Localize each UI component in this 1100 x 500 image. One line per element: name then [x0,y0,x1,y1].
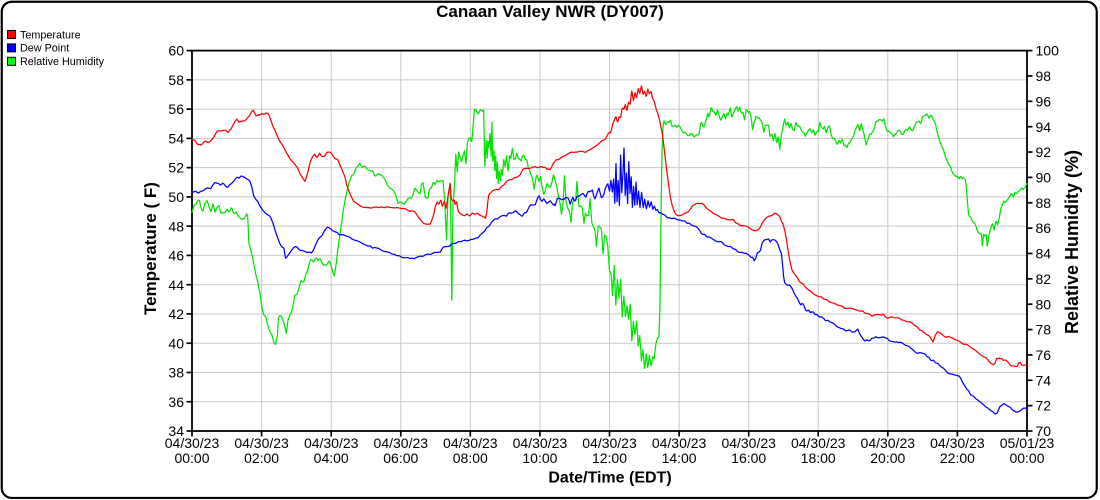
svg-text:04/30/23: 04/30/23 [791,435,846,451]
svg-text:84: 84 [1036,246,1052,262]
svg-text:05/01/23: 05/01/23 [1000,435,1055,451]
svg-text:14:00: 14:00 [662,450,697,466]
svg-text:Canaan Valley NWR (DY007): Canaan Valley NWR (DY007) [436,2,664,21]
svg-text:90: 90 [1036,170,1052,186]
svg-text:52: 52 [168,160,184,176]
svg-text:00:00: 00:00 [1009,450,1044,466]
svg-text:Relative Humidity (%): Relative Humidity (%) [1062,150,1082,334]
svg-text:12:00: 12:00 [592,450,627,466]
svg-text:08:00: 08:00 [453,450,488,466]
svg-text:46: 46 [168,248,184,264]
svg-text:06:00: 06:00 [383,450,418,466]
svg-text:04/30/23: 04/30/23 [234,435,289,451]
svg-text:72: 72 [1036,398,1052,414]
svg-text:78: 78 [1036,322,1052,338]
svg-text:100: 100 [1036,43,1060,59]
svg-text:88: 88 [1036,195,1052,211]
svg-text:94: 94 [1036,119,1052,135]
svg-text:92: 92 [1036,144,1052,160]
svg-text:48: 48 [168,218,184,234]
svg-text:74: 74 [1036,372,1052,388]
svg-text:04/30/23: 04/30/23 [930,435,985,451]
svg-text:04/30/23: 04/30/23 [374,435,429,451]
svg-text:04/30/23: 04/30/23 [861,435,916,451]
svg-text:58: 58 [168,72,184,88]
svg-text:96: 96 [1036,93,1052,109]
svg-text:54: 54 [168,131,184,147]
svg-text:Date/Time (EDT): Date/Time (EDT) [548,470,671,487]
svg-text:42: 42 [168,306,184,322]
svg-text:76: 76 [1036,347,1052,363]
svg-text:60: 60 [168,43,184,59]
svg-text:80: 80 [1036,296,1052,312]
svg-text:86: 86 [1036,220,1052,236]
svg-text:Relative Humidity: Relative Humidity [20,56,105,68]
svg-text:22:00: 22:00 [940,450,975,466]
svg-text:04/30/23: 04/30/23 [443,435,498,451]
svg-text:70: 70 [1036,423,1052,439]
svg-text:04/30/23: 04/30/23 [582,435,637,451]
svg-text:34: 34 [168,423,184,439]
svg-text:Temperature: Temperature [20,29,81,41]
svg-text:Dew Point: Dew Point [20,43,69,55]
svg-text:04/30/23: 04/30/23 [721,435,776,451]
svg-text:02:00: 02:00 [244,450,279,466]
svg-text:36: 36 [168,394,184,410]
svg-text:44: 44 [168,277,184,293]
svg-text:40: 40 [168,335,184,351]
svg-text:56: 56 [168,101,184,117]
svg-text:00:00: 00:00 [174,450,209,466]
svg-text:50: 50 [168,189,184,205]
svg-text:38: 38 [168,365,184,381]
svg-text:04/30/23: 04/30/23 [304,435,359,451]
svg-text:04/30/23: 04/30/23 [513,435,568,451]
svg-text:20:00: 20:00 [870,450,905,466]
svg-text:16:00: 16:00 [731,450,766,466]
svg-text:Temperature ( F): Temperature ( F) [141,182,160,315]
svg-text:10:00: 10:00 [522,450,557,466]
svg-text:82: 82 [1036,271,1052,287]
svg-text:04/30/23: 04/30/23 [165,435,220,451]
svg-text:98: 98 [1036,68,1052,84]
svg-text:04:00: 04:00 [314,450,349,466]
svg-text:18:00: 18:00 [801,450,836,466]
svg-text:04/30/23: 04/30/23 [652,435,707,451]
